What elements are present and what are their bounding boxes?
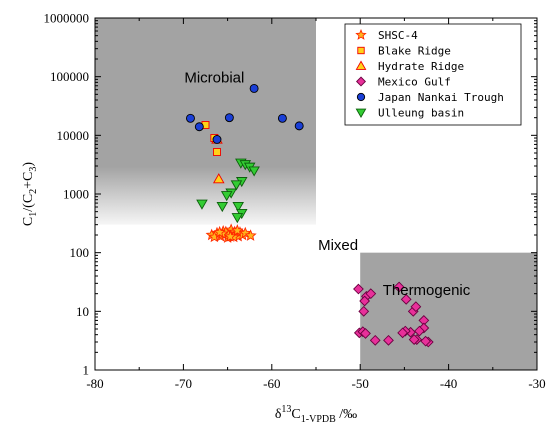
- x-tick-label: -70: [175, 376, 192, 391]
- region-labels: Microbial Mixed Thermogenic: [184, 69, 470, 299]
- y-tick-label: 100000: [50, 69, 89, 84]
- legend-marker: [355, 60, 367, 70]
- legend-entry-label: Hydrate Ridge: [378, 60, 464, 73]
- x-tick-label: -30: [528, 376, 545, 391]
- data-point: [365, 288, 377, 300]
- x-axis-title-subscript: 1-VPDB: [301, 414, 336, 425]
- data-point: [400, 293, 412, 305]
- y-axis-title-mid: /(C: [21, 194, 36, 212]
- data-point: [414, 325, 425, 337]
- data-point: [408, 334, 420, 345]
- region-label-thermogenic: Thermogenic: [383, 282, 471, 299]
- legend-entry-label: Blake Ridge: [378, 45, 451, 58]
- series-ulleung-basin: [196, 158, 260, 224]
- data-point: [410, 301, 422, 313]
- x-tick-label: -80: [86, 376, 103, 391]
- data-point: [224, 113, 234, 123]
- data-point: [232, 201, 244, 213]
- data-point: [294, 121, 304, 131]
- y-tick-label: 100: [70, 245, 90, 260]
- legend-entry-label: SHSC-4: [378, 29, 418, 42]
- legend-marker: [355, 108, 367, 119]
- legend-marker: [356, 92, 366, 102]
- data-point: [212, 173, 225, 184]
- data-point: [212, 135, 222, 144]
- y-axis-title: C1/(C2+C3): [21, 162, 39, 226]
- series-japan-nankai-trough: [186, 83, 304, 144]
- legend-marker: [355, 29, 367, 40]
- y-tick-label: 10: [76, 304, 89, 319]
- x-tick-label: -40: [440, 376, 457, 391]
- legend-entry-label: Japan Nankai Trough: [378, 91, 504, 104]
- data-point: [369, 334, 381, 346]
- data-point: [216, 201, 229, 213]
- x-tick-label: -60: [263, 376, 280, 391]
- region-label-microbial: Microbial: [184, 69, 244, 86]
- data-point: [224, 230, 237, 242]
- data-point: [213, 225, 226, 238]
- y-tick-label: 1000: [63, 187, 89, 202]
- region-thermogenic: [360, 252, 537, 370]
- data-point: [248, 166, 260, 177]
- data-point: [358, 305, 370, 317]
- data-point: [383, 334, 394, 346]
- data-point: [420, 335, 432, 347]
- data-point: [393, 281, 405, 293]
- axes-layer: -80 -70 -60 -50 -40 -30 1 10 100 1000 10000 100000 1…: [44, 11, 546, 392]
- data-point: [213, 148, 221, 156]
- x-axis-title: δ13C1-VPDB /‰: [275, 404, 357, 425]
- y-axis-title-c1: C: [21, 217, 36, 226]
- legend: SHSC-4 Blake Ridge Hydrate Ridge Mexico Gul…: [344, 23, 522, 126]
- x-axis-title-unit: /‰: [336, 407, 357, 422]
- y-axis-title-sub3: 3: [28, 167, 39, 172]
- data-point: [353, 283, 364, 295]
- y-axis-title-plus: +C: [21, 172, 36, 189]
- data-point: [249, 83, 259, 93]
- data-point: [231, 213, 244, 224]
- data-point: [196, 199, 208, 210]
- x-tick-label: -50: [352, 376, 369, 391]
- data-point: [194, 122, 204, 132]
- x-axis-title-delta: δ: [275, 407, 282, 422]
- x-axis-title-superscript: 13: [281, 404, 291, 415]
- data-point: [230, 180, 243, 191]
- y-axis-title-close: ): [21, 162, 36, 167]
- legend-entry-label: Ulleung basin: [378, 107, 464, 120]
- data-point: [231, 224, 244, 236]
- data-point: [244, 229, 257, 241]
- legend-entry-label: Mexico Gulf: [378, 76, 451, 89]
- legend-marker: [355, 76, 367, 87]
- data-point: [186, 113, 195, 123]
- data-point: [360, 328, 371, 339]
- series-shsc-4: [205, 223, 257, 243]
- y-axis-title-sub1: 1: [28, 212, 39, 217]
- data-point: [359, 295, 371, 307]
- series-mexico-gulf: [353, 281, 434, 348]
- points-layer: [186, 83, 434, 348]
- data-point: [277, 113, 287, 123]
- y-tick-label: 1000000: [44, 11, 90, 26]
- legend-box: [344, 23, 522, 126]
- x-axis-title-carbon: C: [291, 407, 300, 422]
- region-label-mixed: Mixed: [318, 237, 358, 254]
- data-point: [220, 191, 233, 202]
- y-axis-title-sub2: 2: [28, 189, 39, 194]
- data-point: [397, 327, 409, 339]
- legend-marker: [357, 46, 365, 55]
- y-tick-label: 1: [83, 363, 90, 378]
- y-tick-label: 10000: [57, 128, 90, 143]
